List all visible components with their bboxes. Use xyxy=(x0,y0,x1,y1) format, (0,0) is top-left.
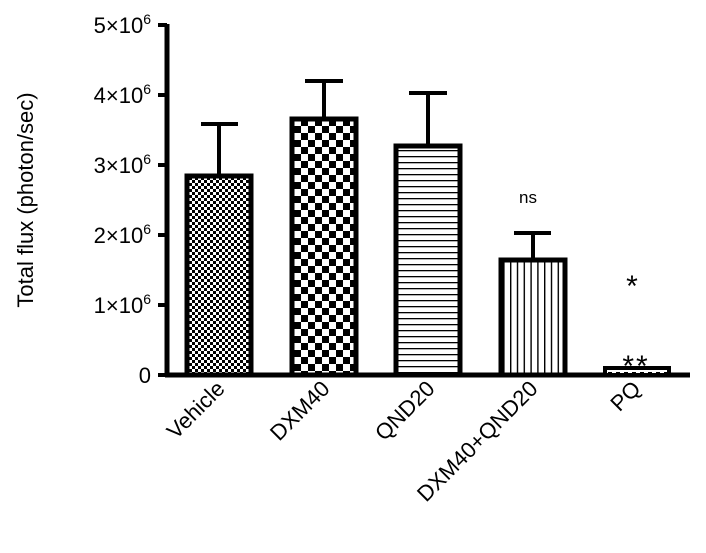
bar-dxm40 xyxy=(289,116,359,378)
bar-pq xyxy=(603,366,671,377)
bar-dxm40-qnd20 xyxy=(498,257,568,378)
annotation-double-star: ** xyxy=(622,350,649,383)
y-tick-label: 5×106 xyxy=(94,11,152,38)
annotation-ns: ns xyxy=(519,188,537,207)
annotation-star: * xyxy=(626,270,638,303)
error-bars xyxy=(201,79,551,259)
y-tick-label: 1×106 xyxy=(94,291,152,318)
bar-qnd20 xyxy=(393,143,463,378)
x-tick-label: DXM40 xyxy=(265,376,335,446)
bar-vehicle xyxy=(184,173,254,378)
y-axis: 0 1×106 2×106 3×106 4×106 5×106 xyxy=(94,11,170,388)
y-tick-label: 4×106 xyxy=(94,81,152,108)
y-tick-label: 0 xyxy=(139,363,151,388)
x-tick-label: QND20 xyxy=(370,376,440,446)
y-tick-label: 2×106 xyxy=(94,221,152,248)
y-tick-label: 3×106 xyxy=(94,151,152,178)
y-axis-label: Total flux (photon/sec) xyxy=(13,92,38,307)
x-tick-label: Vehicle xyxy=(162,376,230,444)
